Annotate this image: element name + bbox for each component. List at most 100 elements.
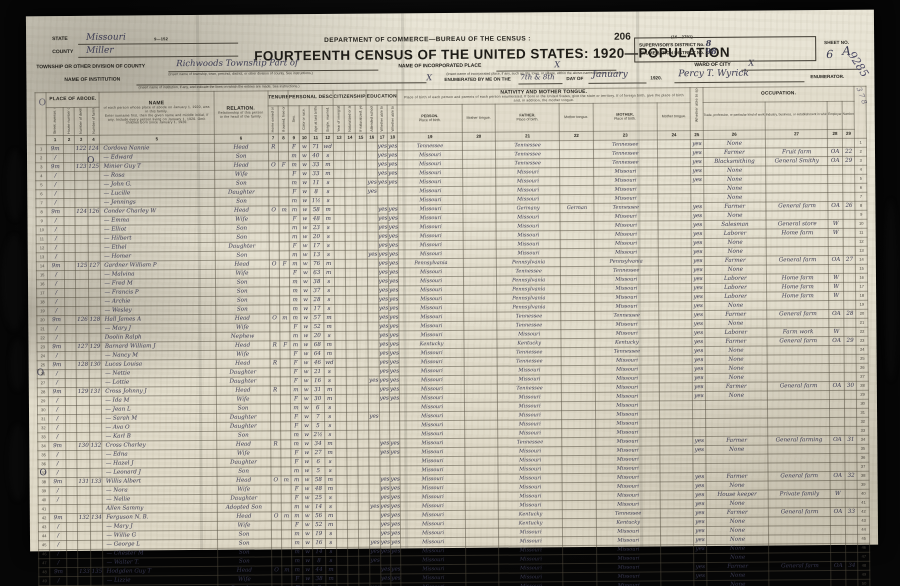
cell-can-read: yes — [377, 249, 389, 259]
cell-mother-mother-tongue — [658, 265, 692, 275]
column-attended-school: Attended school any time since Sept. 1, … — [366, 104, 377, 133]
cell-farm-schedule — [845, 542, 859, 553]
cell-attended-school — [368, 348, 379, 358]
cell-industry: General farm — [765, 201, 829, 211]
cell-attended-school — [367, 294, 379, 304]
state-label: STATE — [52, 36, 68, 43]
cell-color: w — [300, 349, 312, 359]
cell-color: w — [302, 529, 313, 539]
cell-sex: m — [289, 250, 301, 260]
cell-age: 16 — [311, 376, 324, 386]
cell-house-number — [64, 297, 77, 307]
cell-immigration-year — [336, 519, 348, 530]
cell-attended-school — [369, 483, 380, 493]
cell-person-birthplace: Missouri — [400, 527, 466, 538]
cell-naturalized — [345, 186, 356, 196]
cell-attended-school: yes — [369, 546, 381, 556]
cell-relation: Son — [217, 547, 272, 557]
cell-person-mother-tongue — [465, 527, 499, 537]
cell-line-right: 50 — [858, 578, 870, 586]
cell-age: 17 — [310, 304, 324, 314]
cell-father-mother-tongue — [560, 211, 594, 222]
cell-speaks-english: yes — [692, 355, 705, 365]
cell-can-write: yes — [387, 168, 399, 178]
cell-sex: F — [288, 169, 300, 179]
cell-street: 9m — [49, 441, 66, 451]
cell-can-read: yes — [380, 564, 391, 574]
cell-immigration-year — [334, 312, 347, 323]
cell-can-write — [389, 429, 401, 439]
cell-farm-schedule: 30 — [844, 380, 857, 391]
cell-immigration-year — [333, 177, 346, 188]
cell-marital: m — [323, 340, 336, 350]
census-table: PLACE OF ABODE. NAME of each person whos… — [35, 86, 871, 586]
cell-can-write: yes — [389, 393, 400, 403]
cell-mother-mother-tongue — [658, 292, 692, 302]
cell-naturalized — [346, 411, 358, 421]
cell-immigration-year — [334, 276, 346, 287]
cell-relation: Daughter — [216, 421, 271, 431]
cell-can-write: yes — [387, 213, 399, 223]
cell-attended-school — [367, 222, 378, 232]
cell-dwelling-number — [76, 305, 89, 316]
cell-worker-class: OA — [827, 156, 843, 166]
column-marital: Single, married, widowed, or divorced. — [321, 105, 334, 134]
cell-person-mother-tongue — [462, 167, 496, 178]
cell-naturalization-year — [358, 537, 370, 547]
cell-worker-class — [830, 498, 846, 508]
cell-naturalized — [347, 420, 358, 430]
cell-attended-school — [366, 150, 378, 160]
cell-house-number — [63, 189, 76, 199]
cell-attended-school: yes — [369, 501, 380, 511]
cell-color: w — [301, 385, 312, 395]
cell-color: w — [300, 322, 311, 332]
cell-naturalized — [347, 528, 359, 538]
cell-free-mortgaged — [281, 556, 293, 566]
cell-mother-mother-tongue — [658, 229, 692, 239]
cell-naturalized — [347, 447, 358, 457]
cell-worker-class — [828, 183, 843, 193]
cell-age: 28 — [310, 295, 324, 305]
cell-family-number: 133 — [89, 476, 103, 486]
cell-color: w — [299, 187, 310, 197]
cell-color: w — [302, 520, 313, 530]
enumerator-label: ENUMERATOR. — [810, 73, 845, 80]
cell-house-number — [65, 360, 77, 370]
cell-sex: F — [290, 412, 302, 422]
cell-line-left: 38 — [38, 477, 50, 487]
cell-line-left: 20 — [36, 315, 49, 325]
cell-color: w — [301, 493, 313, 503]
cell-line-left: 48 — [38, 567, 51, 577]
cell-line-left: 2 — [35, 153, 47, 163]
column-number: 26 — [703, 129, 766, 140]
cell-house-number — [65, 342, 77, 352]
cell-free-mortgaged — [280, 439, 292, 449]
cell-attended-school — [370, 573, 381, 583]
cell-sex: m — [290, 304, 301, 314]
cell-color: w — [299, 214, 311, 224]
cell-line-right: 21 — [856, 317, 868, 327]
cell-person-mother-tongue — [465, 509, 499, 519]
column-number: 12 — [321, 133, 334, 143]
cell-father-mother-tongue — [562, 445, 596, 456]
cell-sex: m — [291, 529, 303, 539]
cell-naturalization-year — [355, 204, 368, 214]
cell-free-mortgaged — [278, 187, 290, 197]
cell-naturalized — [346, 294, 357, 304]
cell-can-read — [380, 555, 391, 565]
cell-family-number — [90, 548, 104, 558]
cell-relation: Daughter — [216, 493, 271, 503]
column-number: 24 — [657, 130, 691, 140]
cell-worker-class — [830, 444, 845, 454]
cell-industry: General store — [766, 219, 829, 229]
cell-sex: m — [289, 223, 300, 233]
cell-can-read: yes — [379, 393, 390, 403]
cell-naturalized — [345, 204, 356, 214]
cell-speaks-english: yes — [693, 517, 707, 527]
cell-worker-class — [828, 237, 844, 247]
cell-attended-school — [366, 159, 378, 169]
cell-can-read: yes — [378, 366, 390, 376]
cell-immigration-year — [334, 294, 347, 305]
cell-father-birthplace: Missouri — [498, 473, 563, 483]
cell-person-mother-tongue — [465, 581, 499, 586]
